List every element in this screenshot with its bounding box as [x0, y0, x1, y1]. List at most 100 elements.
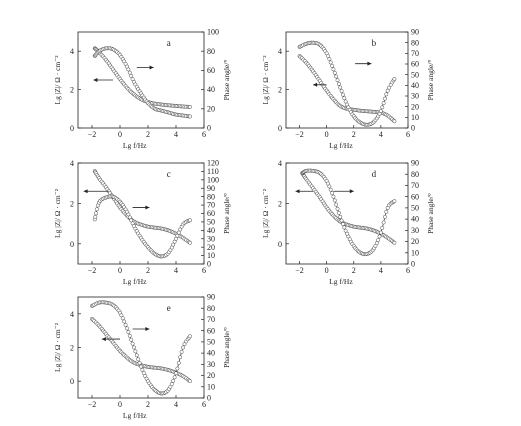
x-tick-label: −2 [88, 130, 97, 139]
plot-frame [285, 162, 409, 265]
y2-tick-label: 0 [411, 260, 415, 269]
y2-tick-label: 110 [207, 167, 219, 176]
y-axis-label: Lg |Z|/ Ω · cm⁻² [261, 55, 270, 105]
data-point-phase [330, 191, 335, 196]
data-point-magnitude [392, 119, 397, 124]
data-point-phase [181, 345, 185, 350]
data-point-phase [126, 330, 131, 334]
data-point-phase [136, 357, 141, 362]
data-point-phase [327, 57, 332, 62]
series-phase [92, 194, 192, 259]
data-point-phase [178, 355, 183, 360]
y2-tick-label: 10 [411, 248, 419, 257]
y2-tick-label: 10 [411, 113, 419, 122]
x-tick-label: 6 [406, 266, 410, 275]
y2-tick-label: 20 [207, 371, 215, 380]
y2-tick-label: 50 [207, 218, 215, 227]
y2-tick-label: 10 [207, 382, 215, 391]
data-point-phase [334, 74, 339, 79]
data-point-phase [176, 361, 181, 365]
data-point-phase [392, 77, 397, 81]
data-point-phase [94, 211, 98, 216]
data-point-phase [332, 70, 337, 75]
data-point-phase [376, 238, 381, 242]
data-point-phase [94, 207, 99, 212]
x-tick-label: 4 [174, 400, 178, 409]
x-axis-label: Lg f/Hz [329, 141, 353, 150]
panel-label: e [167, 303, 171, 313]
data-point-magnitude [188, 379, 192, 384]
data-point-phase [133, 349, 138, 354]
x-tick-label: 6 [202, 400, 206, 409]
data-point-phase [179, 349, 184, 354]
y2-tick-label: 0 [207, 260, 211, 269]
data-point-phase [171, 378, 176, 383]
data-point-phase [175, 233, 180, 238]
y-tick-label: 4 [70, 47, 74, 56]
y2-tick-label: 120 [207, 159, 219, 168]
y2-tick-label: 40 [411, 81, 419, 90]
data-point-phase [129, 73, 134, 78]
y2-tick-label: 90 [411, 28, 419, 37]
y2-tick-label: 40 [207, 85, 215, 94]
data-point-phase [339, 218, 344, 223]
y2-axis-label: Phase angle/° [222, 327, 231, 368]
plot-frame [285, 31, 409, 129]
data-point-phase [188, 218, 192, 223]
data-point-phase [335, 78, 340, 83]
data-point-phase [342, 225, 347, 230]
y2-tick-label: 80 [411, 38, 419, 47]
data-point-phase [130, 341, 135, 346]
y2-tick-label: 80 [207, 192, 215, 201]
y2-tick-label: 60 [411, 192, 419, 201]
panel-label: a [167, 38, 171, 48]
y2-tick-label: 0 [207, 394, 211, 403]
series-magnitude [92, 46, 192, 109]
y2-tick-label: 20 [207, 243, 215, 252]
data-point-phase [330, 63, 335, 68]
axis-indicator-arrowhead [101, 337, 106, 342]
data-point-phase [331, 67, 336, 72]
y2-tick-label: 30 [411, 226, 419, 235]
data-point-phase [380, 226, 385, 230]
y2-tick-label: 20 [411, 102, 419, 111]
x-tick-label: 6 [202, 266, 206, 275]
data-point-phase [341, 92, 345, 97]
y2-tick-label: 80 [207, 304, 215, 313]
data-point-phase [172, 375, 177, 380]
data-point-phase [326, 54, 330, 58]
data-point-phase [140, 367, 145, 372]
y-tick-label: 2 [278, 199, 282, 208]
y2-tick-label: 30 [207, 234, 215, 243]
axis-indicator-arrowhead [349, 189, 354, 194]
data-point-phase [336, 211, 341, 215]
data-point-phase [342, 96, 347, 101]
y-tick-label: 2 [70, 199, 74, 208]
axis-indicator-arrowhead [367, 61, 372, 66]
data-point-phase [126, 67, 131, 72]
y2-axis-label: Phase angle/° [426, 60, 435, 101]
x-tick-label: 0 [118, 400, 122, 409]
y2-tick-label: 70 [207, 315, 215, 324]
y-tick-label: 2 [70, 344, 74, 353]
x-tick-label: 2 [352, 130, 356, 139]
data-point-phase [338, 85, 343, 90]
data-point-phase [331, 194, 336, 199]
y2-tick-label: 100 [207, 28, 219, 37]
data-point-magnitude [188, 104, 192, 109]
y2-axis-label: Phase angle/° [426, 193, 435, 234]
y-axis-label: Lg |Z|/ Ω · cm⁻² [261, 188, 270, 238]
data-point-phase [380, 105, 385, 110]
y2-tick-label: 60 [411, 60, 419, 69]
data-point-phase [123, 323, 128, 327]
axis-indicator-arrowhead [145, 326, 150, 331]
y2-tick-label: 30 [207, 360, 215, 369]
series-phase [92, 46, 192, 119]
data-point-phase [175, 366, 180, 371]
data-point-phase [336, 81, 341, 86]
data-point-phase [188, 334, 192, 339]
data-point-phase [381, 101, 386, 106]
y2-tick-label: 60 [207, 326, 215, 335]
